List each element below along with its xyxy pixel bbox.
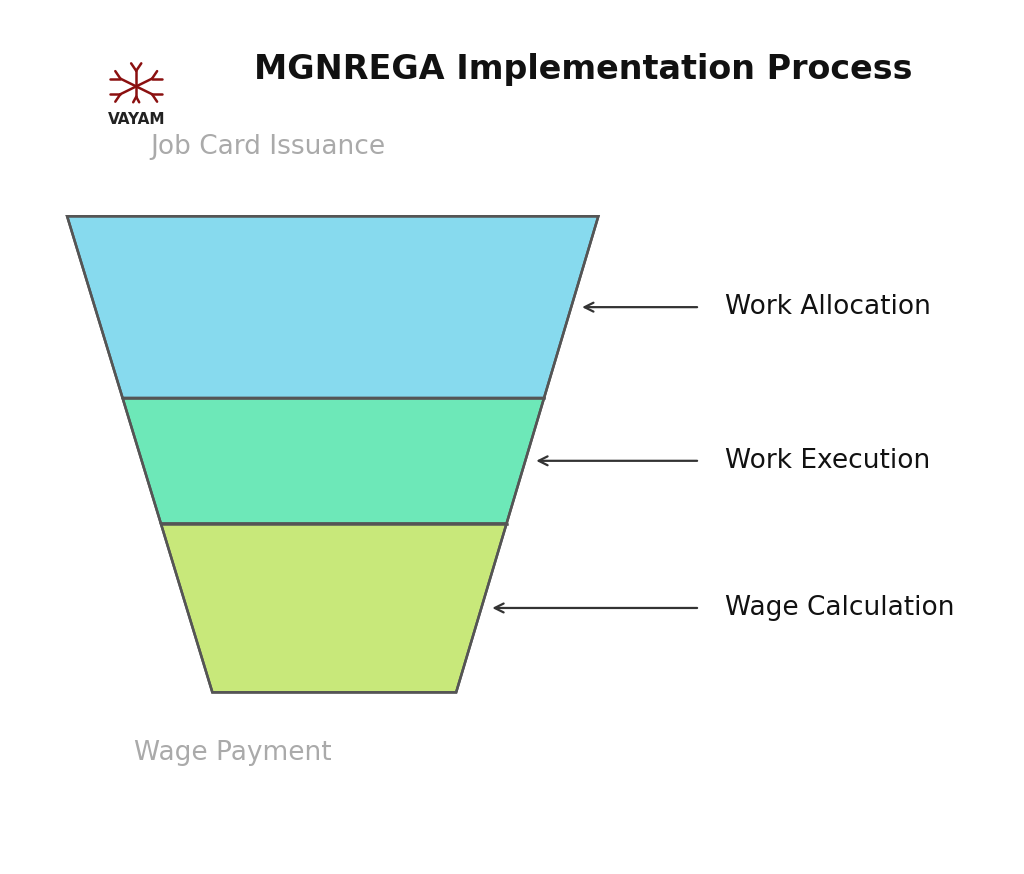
Text: MGNREGA Implementation Process: MGNREGA Implementation Process [254, 52, 912, 86]
Polygon shape [123, 398, 544, 524]
Text: Work Allocation: Work Allocation [725, 295, 931, 320]
Text: VAYAM: VAYAM [108, 112, 165, 127]
Text: Wage Calculation: Wage Calculation [725, 595, 954, 621]
Polygon shape [68, 216, 598, 398]
Text: Work Execution: Work Execution [725, 447, 931, 474]
Text: Wage Payment: Wage Payment [134, 740, 332, 766]
Text: Job Card Issuance: Job Card Issuance [151, 134, 386, 160]
Polygon shape [161, 524, 507, 692]
